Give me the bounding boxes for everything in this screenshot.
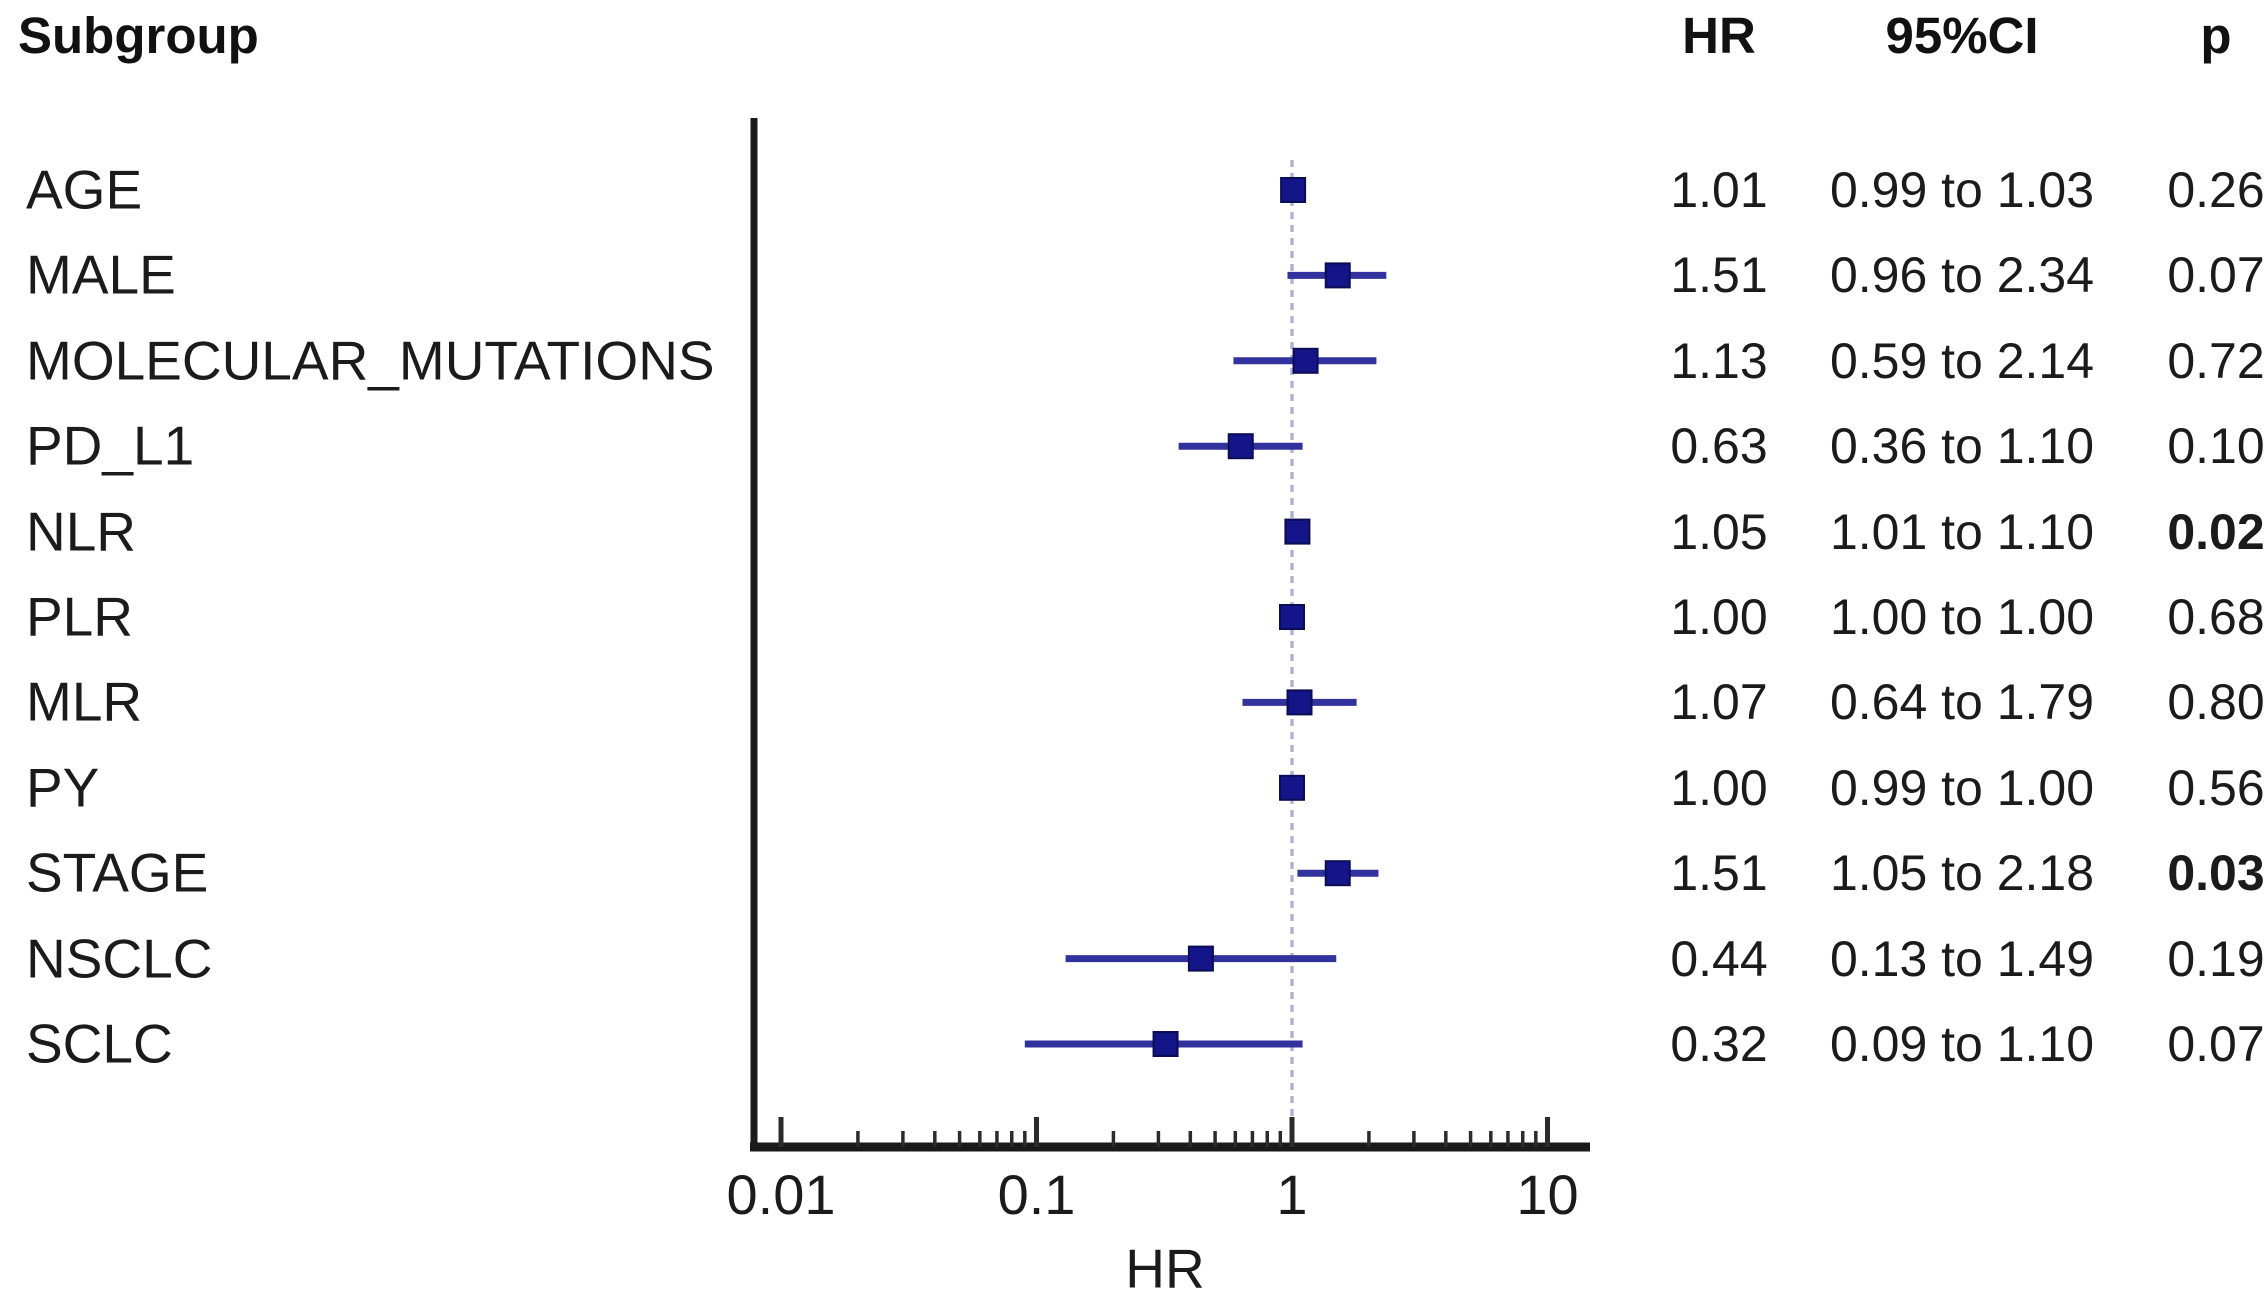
ci-value-sclc: 0.09 to 1.10 bbox=[1829, 1016, 2095, 1072]
subgroup-label-nlr: NLR bbox=[26, 500, 137, 563]
p-value-molecular_mutations: 0.72 bbox=[2167, 332, 2265, 389]
p-value-age: 0.26 bbox=[2167, 162, 2265, 218]
hr-value-age: 1.01 bbox=[1670, 162, 1768, 218]
ci-value-plr: 1.00 to 1.00 bbox=[1829, 589, 2095, 645]
ci-value-mlr: 0.64 to 1.79 bbox=[1829, 674, 2095, 731]
hr-value-mlr: 1.07 bbox=[1670, 674, 1768, 731]
subgroup-label-molecular_mutations: MOLECULAR_MUTATIONS bbox=[26, 329, 715, 392]
x-axis-title: HR bbox=[1125, 1237, 1205, 1300]
ci-value-molecular_mutations: 0.59 to 2.14 bbox=[1829, 332, 2095, 389]
hr-value-male: 1.51 bbox=[1670, 247, 1768, 304]
p-value-nsclc: 0.19 bbox=[2167, 930, 2265, 987]
x-axis-tick-label: 0.01 bbox=[727, 1163, 836, 1226]
subgroup-label-mlr: MLR bbox=[26, 670, 143, 733]
hr-marker-mlr bbox=[1286, 689, 1313, 716]
subgroup-label-py: PY bbox=[26, 756, 100, 819]
hr-value-stage: 1.51 bbox=[1670, 845, 1768, 902]
subgroup-label-plr: PLR bbox=[26, 585, 133, 648]
x-axis-tick-label: 1 bbox=[1276, 1163, 1307, 1226]
hr-marker-molecular_mutations bbox=[1292, 347, 1319, 374]
subgroup-label-stage: STAGE bbox=[26, 841, 209, 904]
hr-value-molecular_mutations: 1.13 bbox=[1670, 332, 1768, 389]
hr-marker-py bbox=[1279, 774, 1305, 801]
p-value-pd_l1: 0.10 bbox=[2167, 418, 2265, 475]
hr-marker-age bbox=[1280, 177, 1307, 203]
hr-marker-nsclc bbox=[1187, 945, 1214, 972]
hr-value-sclc: 0.32 bbox=[1670, 1016, 1768, 1072]
ci-value-pd_l1: 0.36 to 1.10 bbox=[1829, 418, 2095, 475]
hr-value-plr: 1.00 bbox=[1670, 589, 1768, 645]
column-header-subgroup: Subgroup bbox=[18, 7, 259, 64]
column-header-ci: 95%CI bbox=[1885, 7, 2039, 64]
subgroup-label-sclc: SCLC bbox=[26, 1012, 173, 1075]
subgroup-label-age: AGE bbox=[26, 158, 143, 221]
p-value-sclc: 0.07 bbox=[2167, 1016, 2265, 1072]
subgroup-label-male: MALE bbox=[26, 243, 176, 306]
ci-value-py: 0.99 to 1.00 bbox=[1829, 759, 2095, 816]
x-axis-tick-label: 10 bbox=[1516, 1163, 1578, 1226]
hr-value-nsclc: 0.44 bbox=[1670, 930, 1768, 987]
p-value-py: 0.56 bbox=[2167, 759, 2265, 816]
ci-value-nsclc: 0.13 to 1.49 bbox=[1829, 930, 2095, 987]
ci-value-stage: 1.05 to 2.18 bbox=[1829, 845, 2095, 902]
hr-value-nlr: 1.05 bbox=[1670, 503, 1768, 560]
ci-value-age: 0.99 to 1.03 bbox=[1829, 162, 2095, 218]
hr-marker-stage bbox=[1324, 860, 1351, 887]
hr-marker-pd_l1 bbox=[1227, 433, 1254, 460]
hr-marker-male bbox=[1324, 262, 1351, 289]
subgroup-label-nsclc: NSCLC bbox=[26, 927, 213, 990]
ci-value-male: 0.96 to 2.34 bbox=[1829, 247, 2095, 304]
p-value-male: 0.07 bbox=[2167, 247, 2265, 304]
hr-marker-sclc bbox=[1152, 1031, 1179, 1057]
p-value-mlr: 0.80 bbox=[2167, 674, 2265, 731]
hr-marker-plr bbox=[1279, 604, 1305, 630]
hr-value-pd_l1: 0.63 bbox=[1670, 418, 1768, 475]
p-value-nlr: 0.02 bbox=[2167, 503, 2265, 560]
column-header-p: p bbox=[2200, 7, 2232, 64]
p-value-stage: 0.03 bbox=[2167, 845, 2265, 902]
column-header-hr: HR bbox=[1682, 7, 1756, 64]
subgroup-label-pd_l1: PD_L1 bbox=[26, 414, 195, 477]
p-value-plr: 0.68 bbox=[2167, 589, 2265, 645]
ci-value-nlr: 1.01 to 1.10 bbox=[1829, 503, 2095, 560]
hr-value-py: 1.00 bbox=[1670, 759, 1768, 816]
hr-marker-nlr bbox=[1284, 518, 1311, 545]
x-axis-tick-label: 0.1 bbox=[998, 1163, 1076, 1226]
